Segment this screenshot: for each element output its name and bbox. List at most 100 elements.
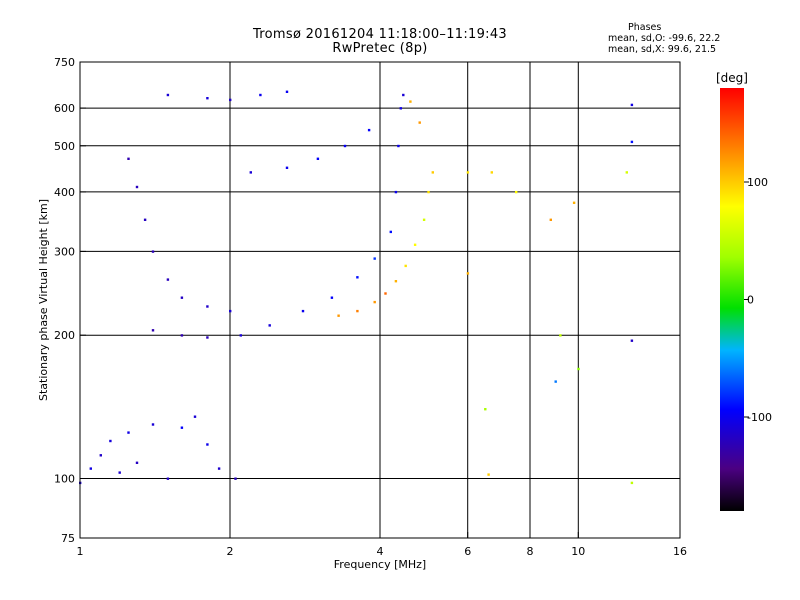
data-point: [466, 272, 470, 275]
axis-ticks: 1 2 4 6 8 10 16 75 100 200 300 400 500 600 750: [54, 56, 687, 558]
data-point: [193, 415, 197, 418]
data-point: [206, 97, 209, 100]
data-point: [630, 339, 634, 342]
data-point: [166, 477, 170, 480]
data-point: [577, 367, 580, 371]
data-point: [135, 461, 139, 464]
y-tick-label: 200: [54, 329, 75, 342]
data-point: [285, 90, 289, 93]
data-point: [422, 218, 426, 221]
chart-title-line1: Tromsø 20161204 11:18:00–11:19:43: [252, 27, 508, 42]
x-tick-label: 10: [571, 545, 585, 558]
data-point: [373, 257, 376, 260]
data-point: [234, 477, 237, 480]
data-point: [180, 334, 184, 337]
data-point: [413, 243, 417, 246]
data-point: [166, 93, 170, 97]
data-point: [229, 98, 232, 102]
data-point: [397, 144, 400, 148]
data-point: [180, 296, 184, 299]
data-point: [409, 100, 412, 103]
data-point: [389, 230, 392, 234]
data-point: [554, 380, 557, 383]
data-point: [373, 300, 376, 304]
data-point: [625, 171, 628, 174]
data-point: [143, 218, 147, 221]
data-point: [151, 423, 155, 426]
x-axis-label: Frequency [MHz]: [334, 558, 426, 571]
data-point: [249, 171, 252, 174]
data-point: [487, 473, 490, 476]
y-tick-label: 400: [54, 186, 75, 199]
colorbar: [deg] 100 0 -100: [716, 71, 772, 511]
colorbar-tick-label: 0: [747, 294, 754, 307]
data-point: [206, 336, 209, 339]
x-tick-label: 8: [527, 545, 534, 558]
data-point: [515, 190, 518, 194]
data-point: [484, 408, 487, 411]
data-point: [402, 93, 405, 97]
y-tick-label: 500: [54, 140, 75, 153]
data-point: [356, 309, 359, 313]
data-point: [316, 157, 320, 160]
data-point: [127, 157, 130, 160]
data-point: [301, 309, 305, 313]
data-point: [330, 296, 334, 299]
data-point: [549, 218, 552, 221]
colorbar-tick-label: 100: [747, 176, 768, 189]
colorbar-gradient: [720, 88, 744, 511]
data-point: [630, 140, 634, 144]
stats-x-values: 99.6, 21.5: [667, 44, 717, 55]
data-point: [127, 431, 130, 434]
colorbar-ticks: 100 0 -100: [744, 176, 772, 424]
data-point: [109, 439, 112, 443]
data-point: [427, 190, 430, 194]
data-point: [151, 329, 155, 332]
y-tick-label: 300: [54, 245, 75, 258]
data-point: [229, 309, 232, 313]
data-point: [206, 305, 209, 308]
y-tick-label: 750: [54, 56, 75, 69]
data-point: [166, 278, 170, 281]
data-point: [418, 121, 421, 124]
data-points: [79, 90, 634, 485]
data-point: [404, 264, 407, 268]
data-point: [559, 334, 562, 337]
data-point: [490, 171, 493, 174]
data-point: [99, 454, 102, 457]
x-tick-label: 2: [227, 545, 234, 558]
data-point: [180, 426, 184, 429]
data-point: [572, 201, 576, 204]
grid-lines: [80, 62, 680, 538]
data-point: [285, 166, 289, 169]
data-point: [89, 467, 92, 470]
data-point: [630, 103, 634, 107]
stats-x-label: mean, sd,X:: [608, 44, 665, 55]
data-point: [217, 467, 221, 470]
stats-o-label: mean, sd,O:: [608, 33, 666, 44]
data-point: [384, 292, 387, 295]
stats-x-mode: mean, sd,X: 99.6, 21.5: [608, 44, 716, 55]
x-tick-label: 1: [77, 545, 84, 558]
data-point: [343, 144, 347, 148]
data-point: [259, 93, 262, 97]
stats-o-values: -99.6, 22.2: [668, 33, 721, 44]
stats-o-mode: mean, sd,O: -99.6, 22.2: [608, 33, 720, 44]
data-point: [630, 481, 634, 485]
data-point: [206, 443, 209, 446]
data-point: [118, 471, 121, 474]
data-point: [394, 280, 398, 283]
data-point: [239, 334, 242, 337]
data-point: [367, 128, 371, 132]
data-point: [466, 171, 470, 174]
data-point: [151, 250, 155, 253]
colorbar-tick-label: -100: [747, 411, 772, 424]
chart-title-line2: RwPretec (8p): [332, 41, 428, 56]
data-point: [431, 171, 434, 174]
data-point: [135, 185, 139, 189]
data-point: [268, 324, 271, 327]
data-point: [399, 107, 402, 110]
x-tick-label: 16: [673, 545, 687, 558]
data-point: [356, 276, 359, 279]
